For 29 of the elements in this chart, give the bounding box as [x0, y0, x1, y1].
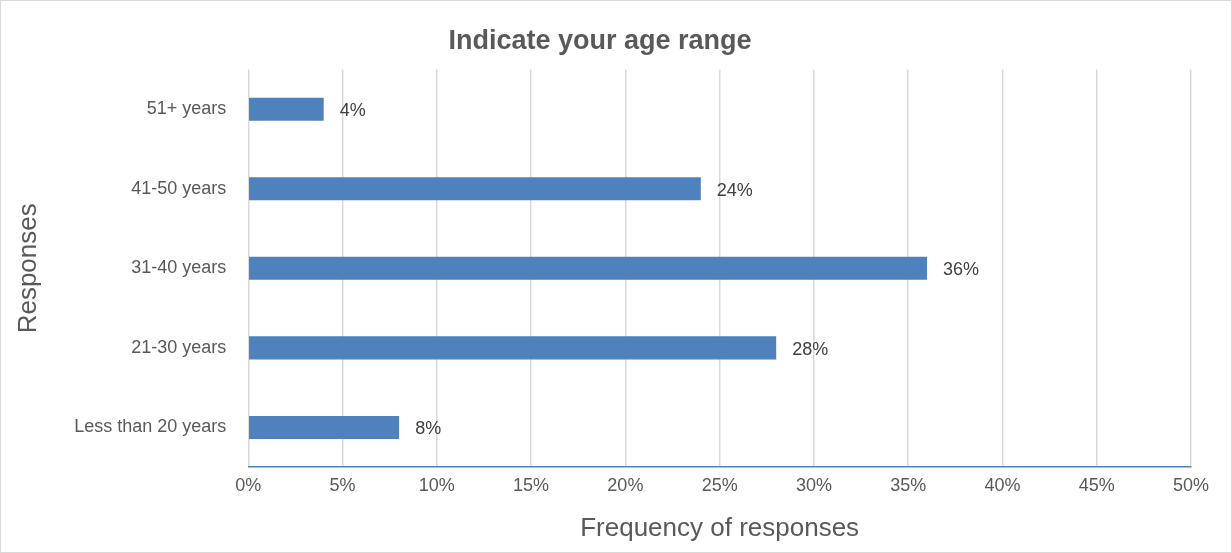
y-tick-label: 41-50 years	[131, 177, 227, 198]
x-tick-label: 35%	[890, 474, 927, 495]
x-tick-label: 30%	[795, 474, 832, 495]
x-tick-label: 50%	[1172, 474, 1210, 495]
data-label: 28%	[792, 338, 829, 359]
y-tick-label: 51+ years	[146, 98, 227, 119]
x-tick-label: 20%	[607, 474, 644, 495]
data-label: 4%	[339, 100, 366, 121]
bar	[249, 97, 324, 121]
bar	[249, 256, 928, 280]
bar	[249, 336, 777, 360]
chart-title: Indicate your age range	[448, 24, 752, 55]
x-tick-label: 10%	[418, 474, 455, 495]
x-tick-label: 15%	[513, 474, 550, 495]
bar	[249, 415, 400, 439]
y-tick-label: Less than 20 years	[74, 416, 227, 437]
x-tick-label: 5%	[329, 474, 356, 495]
data-label: 24%	[716, 179, 753, 200]
x-tick-label: 40%	[984, 474, 1021, 495]
data-label: 8%	[415, 418, 442, 439]
y-axis-title: Responses	[11, 203, 42, 334]
bar	[249, 177, 701, 201]
data-label: 36%	[943, 259, 980, 280]
x-tick-label: 25%	[701, 474, 738, 495]
x-tick-label: 45%	[1078, 474, 1115, 495]
y-tick-label: 21-30 years	[131, 336, 227, 357]
y-tick-label: 31-40 years	[131, 257, 227, 278]
x-axis-title: Frequency of responses	[580, 511, 860, 542]
x-tick-label: 0%	[235, 474, 262, 495]
